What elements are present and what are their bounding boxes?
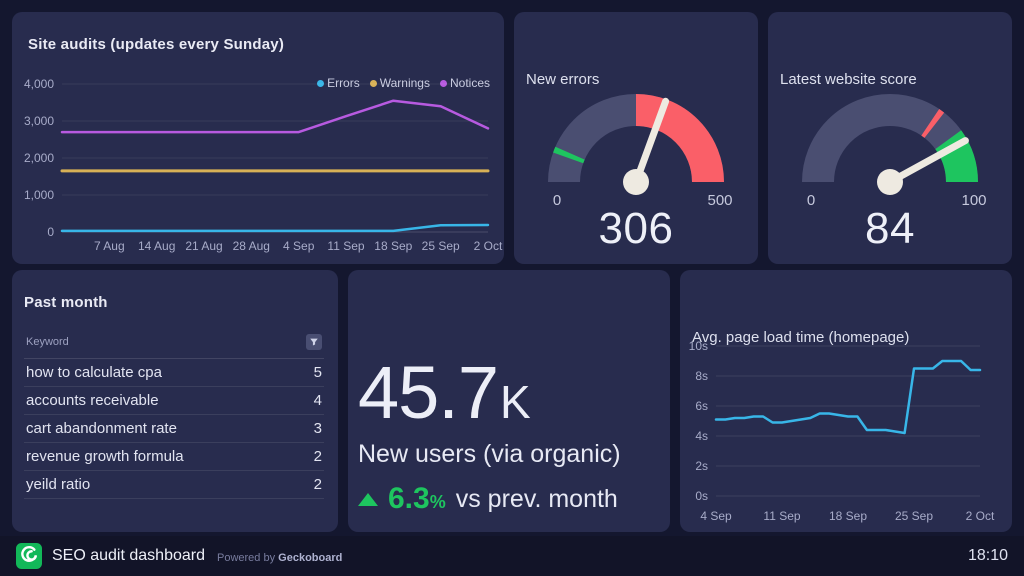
svg-text:7 Aug: 7 Aug [94, 239, 125, 253]
clock: 18:10 [967, 547, 1008, 564]
svg-text:0: 0 [47, 225, 54, 239]
footer-bar: SEO audit dashboard Powered by Geckoboar… [0, 536, 1024, 576]
svg-text:2 Oct: 2 Oct [474, 239, 503, 253]
keyword-cell: revenue growth formula [26, 448, 184, 465]
svg-text:8s: 8s [695, 369, 708, 383]
keywords-table: Keyword how to calculate cpa 5 accounts re… [24, 334, 324, 499]
svg-text:1,000: 1,000 [24, 188, 54, 202]
brand-label: Geckoboard [278, 551, 343, 564]
site-audits-card: Site audits (updates every Sunday) Error… [12, 12, 504, 264]
svg-text:11 Sep: 11 Sep [763, 509, 800, 523]
number-unit: K [500, 376, 531, 428]
count-cell: 2 [313, 448, 322, 465]
svg-text:2 Oct: 2 Oct [966, 509, 995, 523]
svg-text:25 Sep: 25 Sep [895, 509, 933, 523]
delta-row: 6.3% vs prev. month [358, 482, 618, 516]
errors-dot-icon [317, 79, 325, 87]
svg-text:0s: 0s [695, 489, 708, 503]
keyword-column-header: Keyword [26, 336, 69, 348]
gauge-min-label: 0 [806, 192, 816, 209]
warnings-dot-icon [369, 79, 377, 87]
site-audits-title: Site audits (updates every Sunday) [28, 36, 285, 54]
svg-text:4,000: 4,000 [24, 77, 54, 91]
page-load-title: Avg. page load time (homepage) [692, 329, 910, 346]
notices-dot-icon [439, 79, 447, 87]
chart-legend: Errors Warnings Notices [317, 76, 490, 90]
svg-text:28 Aug: 28 Aug [233, 239, 270, 253]
filter-icon[interactable] [306, 334, 322, 350]
count-cell: 2 [313, 476, 322, 493]
svg-text:4 Sep: 4 Sep [283, 239, 315, 253]
svg-text:18 Sep: 18 Sep [829, 509, 867, 523]
gauge-min-label: 0 [552, 192, 562, 209]
website-score-gauge [802, 94, 978, 195]
delta-value: 6.3% [388, 482, 446, 515]
new-errors-gauge [548, 94, 724, 195]
svg-text:4s: 4s [695, 429, 708, 443]
table-body: how to calculate cpa 5 accounts receivable… [24, 359, 324, 499]
new-errors-title: New errors [526, 71, 600, 88]
count-cell: 4 [313, 392, 322, 409]
legend-item-notices: Notices [439, 76, 490, 90]
legend-label-errors: Errors [327, 76, 360, 90]
svg-text:10s: 10s [689, 339, 708, 353]
keyword-cell: cart abandonment rate [26, 420, 177, 437]
page-load-line-chart: 10s 8s 6s 4s 2s 0s 4 Sep 11 Sep 18 Sep 25 Sep 2 Oc… [689, 339, 995, 523]
page-load-card: Avg. page load time (homepage) 10s 8s 6s 4s… [680, 270, 1012, 532]
dashboard-title: SEO audit dashboard [52, 547, 205, 564]
website-score-value: 84 [865, 204, 915, 253]
new-errors-gauge-card: New errors 0 500 306 [514, 12, 758, 264]
legend-item-warnings: Warnings [369, 76, 430, 90]
count-cell: 3 [313, 420, 322, 437]
keyword-cell: how to calculate cpa [26, 364, 162, 381]
svg-text:14 Aug: 14 Aug [138, 239, 175, 253]
website-score-gauge-card: Latest website score 0 100 84 [768, 12, 1012, 264]
count-cell: 5 [313, 364, 322, 381]
table-header-row: Keyword [24, 334, 324, 359]
keyword-cell: yeild ratio [26, 476, 91, 493]
svg-text:4 Sep: 4 Sep [700, 509, 732, 523]
gauge-max-label: 100 [961, 192, 987, 209]
svg-text:21 Aug: 21 Aug [185, 239, 222, 253]
past-month-title: Past month [24, 294, 108, 312]
svg-text:11 Sep: 11 Sep [327, 239, 364, 253]
svg-text:2s: 2s [695, 459, 708, 473]
site-audits-line-chart: 4,000 3,000 2,000 1,000 0 7 Aug 14 Aug 21 Aug 28… [24, 77, 503, 253]
website-score-title: Latest website score [780, 71, 917, 88]
table-row: accounts receivable 4 [24, 387, 324, 415]
svg-text:6s: 6s [695, 399, 708, 413]
gauge-max-label: 500 [707, 192, 733, 209]
legend-label-notices: Notices [449, 76, 490, 90]
svg-text:2,000: 2,000 [24, 151, 54, 165]
geckoboard-logo-icon [16, 543, 42, 569]
new-users-value: 45.7K [358, 356, 531, 430]
svg-text:18 Sep: 18 Sep [374, 239, 412, 253]
keywords-table-card: Past month Keyword how to calculate cpa 5… [12, 270, 338, 532]
table-row: yeild ratio 2 [24, 471, 324, 499]
up-arrow-icon [358, 492, 378, 506]
legend-item-errors: Errors [317, 76, 360, 90]
svg-text:3,000: 3,000 [24, 114, 54, 128]
new-users-label: New users (via organic) [358, 440, 621, 468]
keyword-cell: accounts receivable [26, 392, 159, 409]
powered-by: Powered by Geckoboard [217, 552, 342, 564]
powered-by-label: Powered by [217, 551, 276, 564]
table-row: revenue growth formula 2 [24, 443, 324, 471]
delta-comparison-label: vs prev. month [455, 484, 618, 513]
legend-label-warnings: Warnings [379, 76, 430, 90]
new-errors-value: 306 [598, 204, 674, 253]
percent-sign: % [429, 492, 446, 512]
new-users-card: 45.7K New users (via organic) 6.3% vs pr… [348, 270, 670, 532]
table-row: cart abandonment rate 3 [24, 415, 324, 443]
table-row: how to calculate cpa 5 [24, 359, 324, 387]
number-value: 45.7 [358, 351, 499, 434]
svg-text:25 Sep: 25 Sep [422, 239, 460, 253]
